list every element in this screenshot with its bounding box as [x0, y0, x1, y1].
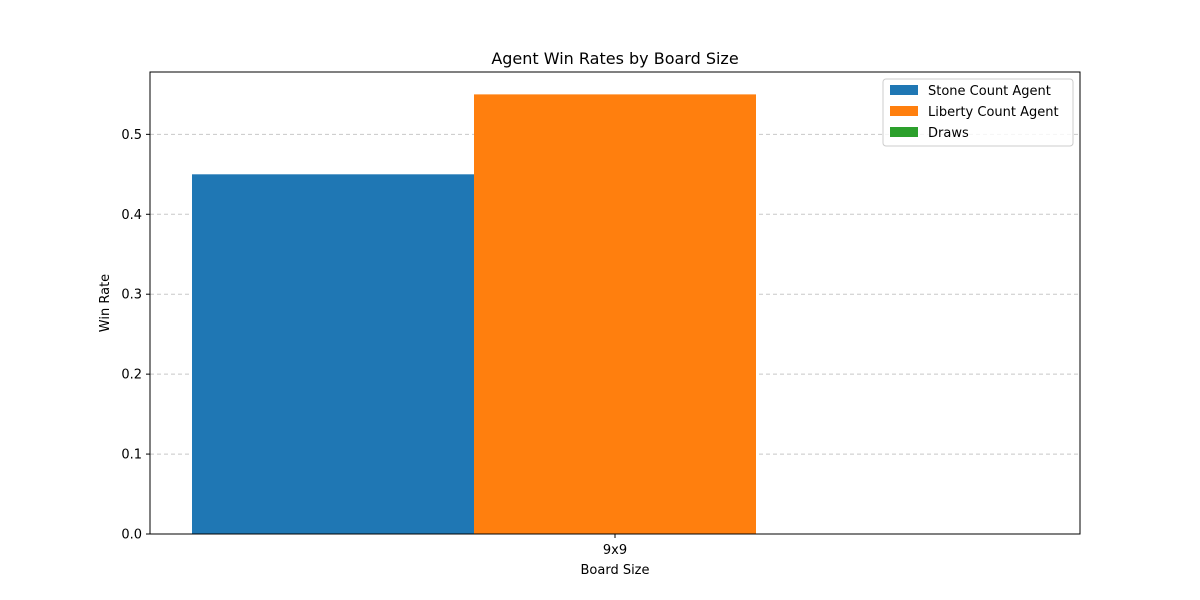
y-tick-label: 0.5: [121, 128, 142, 143]
chart-title: Agent Win Rates by Board Size: [491, 49, 738, 68]
legend-box: [882, 78, 1074, 147]
x-tick-label: 9x9: [603, 543, 627, 558]
legend-label: Stone Count Agent: [928, 84, 1051, 99]
legend-swatch: [890, 85, 918, 95]
bar-stone-count-agent: [192, 174, 474, 535]
legend-label: Liberty Count Agent: [928, 105, 1059, 120]
legend: Stone Count Agent Liberty Count Agent Draw…: [882, 78, 1074, 147]
bars: [192, 94, 756, 535]
x-axis-label: Board Size: [580, 563, 649, 578]
y-tick-label: 0.3: [121, 288, 142, 303]
legend-swatch: [890, 127, 918, 137]
legend-label: Draws: [928, 126, 969, 141]
legend-swatch: [890, 106, 918, 116]
y-tick-label: 0.4: [121, 208, 142, 223]
y-tick-label: 0.0: [121, 528, 142, 543]
y-tick-label: 0.1: [121, 448, 142, 463]
y-axis-label: Win Rate: [98, 274, 113, 332]
bar-liberty-count-agent: [474, 94, 756, 535]
x-axis: 9x9: [603, 534, 627, 558]
y-tick-label: 0.2: [121, 368, 142, 383]
y-axis: 0.0 0.1 0.2 0.3 0.4 0.5: [121, 128, 150, 543]
